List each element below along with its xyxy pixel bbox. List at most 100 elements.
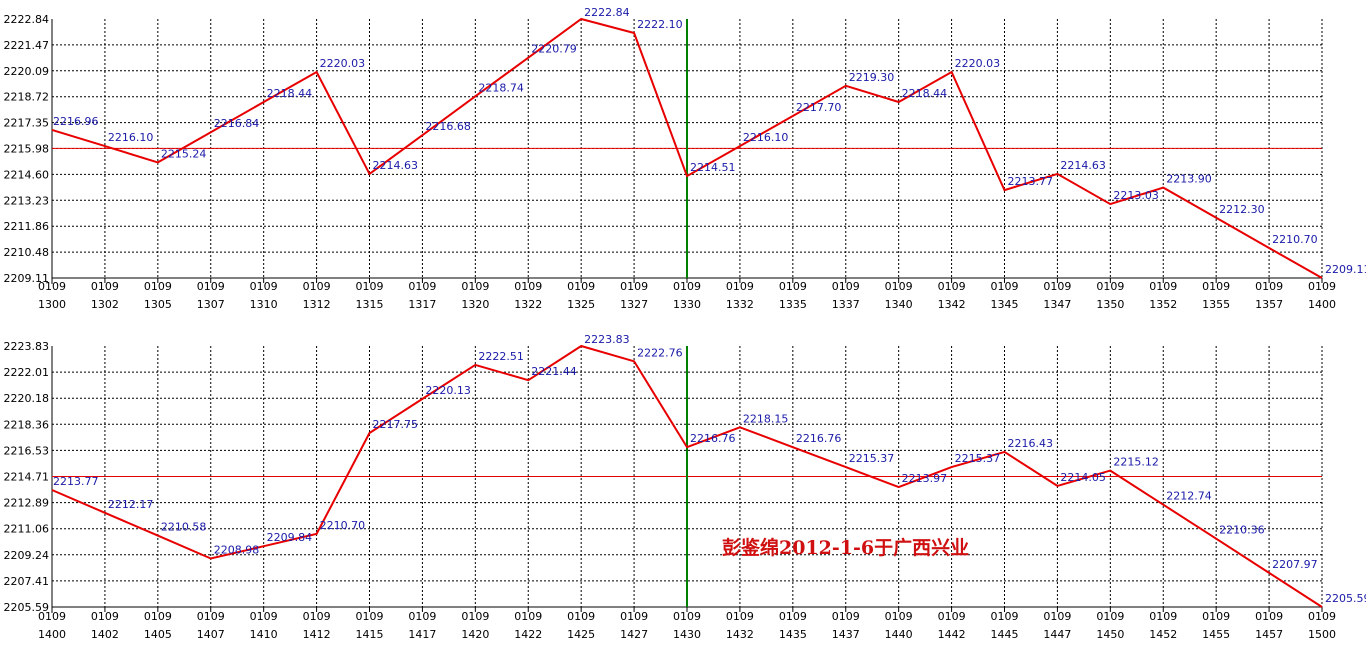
- x-tick-label-time: 1412: [303, 628, 331, 641]
- data-label: 2210.70: [320, 519, 366, 532]
- x-tick-label-time: 1432: [726, 628, 754, 641]
- data-label: 2218.15: [743, 412, 789, 425]
- x-tick-label-time: 1337: [832, 298, 860, 311]
- data-label: 2216.43: [1008, 437, 1054, 450]
- data-label: 2210.70: [1272, 233, 1318, 246]
- data-label: 2223.83: [584, 333, 630, 346]
- x-tick-label-date: 0109: [1043, 280, 1071, 293]
- x-tick-label-date: 0109: [197, 280, 225, 293]
- x-tick-label-time: 1340: [885, 298, 913, 311]
- x-tick-label-time: 1315: [356, 298, 384, 311]
- data-label: 2222.84: [584, 6, 630, 19]
- x-tick-label-date: 0109: [991, 610, 1019, 623]
- x-tick-label-time: 1322: [514, 298, 542, 311]
- data-label: 2213.77: [53, 475, 99, 488]
- x-tick-label-time: 1450: [1096, 628, 1124, 641]
- x-tick-label-time: 1430: [673, 628, 701, 641]
- x-tick-label-date: 0109: [938, 280, 966, 293]
- data-label: 2222.10: [637, 18, 683, 31]
- data-label: 2215.12: [1113, 456, 1159, 469]
- x-tick-label-time: 1335: [779, 298, 807, 311]
- data-label: 2214.05: [1060, 471, 1106, 484]
- x-tick-label-date: 0109: [38, 280, 66, 293]
- data-label: 2218.44: [902, 87, 948, 100]
- x-tick-label-time: 1402: [91, 628, 119, 641]
- x-tick-label-date: 0109: [356, 610, 384, 623]
- data-label: 2220.03: [955, 57, 1001, 70]
- data-label: 2218.74: [478, 81, 524, 94]
- x-tick-label-time: 1422: [514, 628, 542, 641]
- data-label: 2216.76: [796, 432, 842, 445]
- data-label: 2220.03: [320, 57, 366, 70]
- data-label: 2214.51: [690, 161, 736, 174]
- x-tick-label-date: 0109: [1149, 280, 1177, 293]
- data-label: 2215.37: [849, 452, 895, 465]
- data-label: 2220.13: [425, 384, 471, 397]
- x-tick-label-time: 1425: [567, 628, 595, 641]
- data-label: 2213.97: [902, 472, 948, 485]
- x-tick-label-time: 1410: [250, 628, 278, 641]
- data-label: 2214.63: [1060, 159, 1106, 172]
- y-tick-label: 2217.35: [4, 117, 50, 130]
- x-tick-label-time: 1442: [938, 628, 966, 641]
- x-tick-label-date: 0109: [1043, 610, 1071, 623]
- x-tick-label-date: 0109: [1149, 610, 1177, 623]
- x-tick-label-date: 0109: [673, 610, 701, 623]
- x-tick-label-time: 1435: [779, 628, 807, 641]
- x-tick-label-date: 0109: [303, 280, 331, 293]
- data-label: 2216.96: [53, 115, 99, 128]
- data-label: 2219.30: [849, 71, 895, 84]
- x-tick-label-time: 1305: [144, 298, 172, 311]
- y-tick-label: 2209.24: [4, 549, 50, 562]
- x-tick-label-time: 1310: [250, 298, 278, 311]
- data-label: 2213.90: [1166, 173, 1212, 186]
- data-label: 2217.75: [373, 418, 419, 431]
- x-tick-label-date: 0109: [514, 280, 542, 293]
- x-tick-label-date: 0109: [832, 280, 860, 293]
- x-tick-label-date: 0109: [726, 280, 754, 293]
- x-tick-label-time: 1352: [1149, 298, 1177, 311]
- data-label: 2222.76: [637, 346, 683, 359]
- x-tick-label-time: 1437: [832, 628, 860, 641]
- y-tick-label: 2221.47: [4, 39, 50, 52]
- chart-panel-1: 2222.842221.472220.092218.722217.352215.…: [4, 6, 1366, 311]
- x-tick-label-date: 0109: [1308, 280, 1336, 293]
- x-tick-label-time: 1457: [1255, 628, 1283, 641]
- data-label: 2205.59: [1325, 592, 1366, 605]
- x-tick-label-date: 0109: [832, 610, 860, 623]
- x-tick-label-date: 0109: [250, 610, 278, 623]
- x-tick-label-date: 0109: [620, 610, 648, 623]
- y-tick-label: 2218.72: [4, 91, 50, 104]
- x-tick-label-time: 1302: [91, 298, 119, 311]
- x-tick-label-date: 0109: [1202, 280, 1230, 293]
- x-tick-label-date: 0109: [779, 610, 807, 623]
- x-tick-label-date: 0109: [250, 280, 278, 293]
- y-tick-label: 2216.53: [4, 444, 50, 457]
- data-label: 2212.30: [1219, 203, 1265, 216]
- x-tick-label-time: 1400: [38, 628, 66, 641]
- data-label: 2216.76: [690, 432, 736, 445]
- data-label: 2221.44: [531, 365, 577, 378]
- data-label: 2215.37: [955, 452, 1001, 465]
- y-tick-label: 2215.98: [4, 143, 50, 156]
- x-tick-label-date: 0109: [356, 280, 384, 293]
- y-tick-label: 2214.60: [4, 168, 50, 181]
- x-tick-label-date: 0109: [673, 280, 701, 293]
- x-tick-label-date: 0109: [620, 280, 648, 293]
- x-tick-label-time: 1455: [1202, 628, 1230, 641]
- x-tick-label-time: 1300: [38, 298, 66, 311]
- y-tick-label: 2212.89: [4, 497, 50, 510]
- chart-panel-2: 2223.832222.012220.182218.362216.532214.…: [4, 333, 1366, 641]
- x-tick-label-date: 0109: [408, 280, 436, 293]
- data-label: 2217.70: [796, 101, 842, 114]
- x-tick-label-time: 1325: [567, 298, 595, 311]
- x-tick-label-time: 1345: [991, 298, 1019, 311]
- x-tick-label-time: 1357: [1255, 298, 1283, 311]
- x-tick-label-time: 1415: [356, 628, 384, 641]
- x-tick-label-date: 0109: [938, 610, 966, 623]
- y-tick-label: 2222.01: [4, 366, 50, 379]
- x-tick-label-time: 1440: [885, 628, 913, 641]
- data-label: 2212.17: [108, 498, 153, 511]
- data-label: 2213.03: [1113, 189, 1159, 202]
